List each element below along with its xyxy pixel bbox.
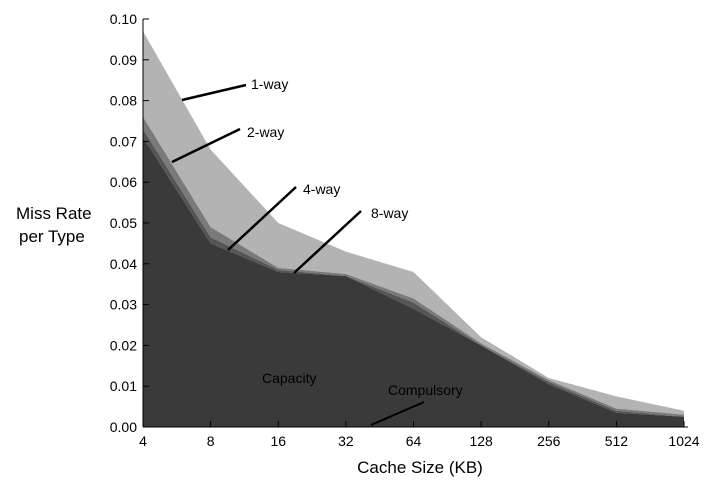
y-axis-title: Miss Rate per Type <box>16 204 92 246</box>
y-tick-label: 0.04 <box>110 256 137 272</box>
annotation-leader-8-way <box>293 210 362 274</box>
annotation-label-4-way: 4-way <box>303 181 340 197</box>
y-tick-label: 0.05 <box>110 215 137 231</box>
y-tick-label: 0.01 <box>110 378 137 394</box>
y-tick-label: 0.06 <box>110 174 137 190</box>
y-ticks: 0.00 0.01 0.02 0.03 0.04 0.05 0.06 0.07 0.08 0.09… <box>110 11 149 435</box>
band-8-way <box>143 137 684 428</box>
annotation-label-2-way: 2-way <box>247 124 284 140</box>
y-axis-title-line-1: Miss Rate <box>16 204 92 223</box>
x-tick-label: 32 <box>338 433 354 449</box>
x-axis-title: Cache Size (KB) <box>357 458 483 477</box>
x-tick-label: 8 <box>207 433 215 449</box>
x-tick-label: 256 <box>537 433 561 449</box>
annotation-label-capacity: Capacity <box>262 370 316 386</box>
x-tick-label: 512 <box>605 433 629 449</box>
annotation-label-1-way: 1-way <box>251 76 288 92</box>
x-tick-label: 1024 <box>668 433 699 449</box>
annotation-leader-1-way <box>181 83 247 102</box>
x-tick-label: 4 <box>139 433 147 449</box>
series-bands <box>143 31 684 428</box>
y-tick-label: 0.00 <box>110 419 137 435</box>
band-1-way <box>143 31 684 415</box>
annotation-leader-4-way <box>227 186 297 251</box>
y-tick-label: 0.03 <box>110 297 137 313</box>
annotation-leader-2-way <box>171 127 241 164</box>
y-tick-label: 0.02 <box>110 337 137 353</box>
annotation-label-compulsory: Compulsory <box>388 382 463 398</box>
y-tick-label: 0.09 <box>110 52 137 68</box>
x-tick-label: 128 <box>469 433 493 449</box>
x-ticks: 4 8 16 32 64 128 256 512 1024 <box>139 421 700 449</box>
x-tick-label: 64 <box>406 433 422 449</box>
annotations: 1-way 2-way 4-way 8-way Capacity Compuls… <box>171 76 463 426</box>
y-tick-label: 0.08 <box>110 93 137 109</box>
annotation-leader-compulsory <box>370 401 425 426</box>
annotation-label-8-way: 8-way <box>371 205 408 221</box>
y-tick-label: 0.10 <box>110 11 137 27</box>
x-tick-label: 16 <box>270 433 286 449</box>
y-axis-title-line-2: per Type <box>19 227 85 246</box>
y-tick-label: 0.07 <box>110 133 137 149</box>
